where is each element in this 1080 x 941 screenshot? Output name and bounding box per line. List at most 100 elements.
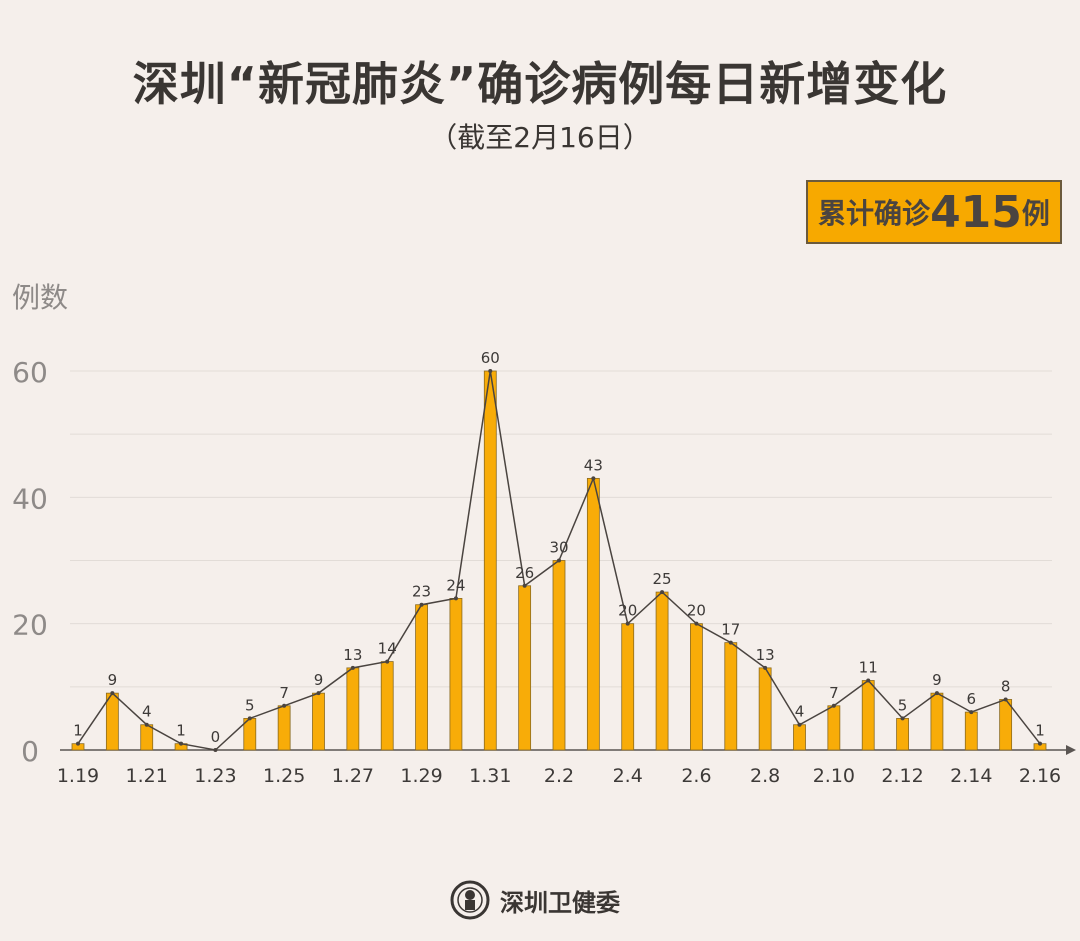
bar xyxy=(105,692,119,751)
badge-number: 415 xyxy=(930,186,1022,238)
line-point xyxy=(728,640,733,645)
bar xyxy=(827,705,841,751)
line-point xyxy=(488,369,493,373)
data-label: 23 xyxy=(412,583,431,601)
x-tick-label: 1.23 xyxy=(194,765,236,787)
y-axis-label: 例数 xyxy=(12,281,69,314)
bar xyxy=(140,724,154,751)
data-label: 6 xyxy=(967,690,977,708)
bar xyxy=(724,642,738,751)
line-point xyxy=(694,621,699,626)
data-label: 13 xyxy=(343,646,362,664)
data-label: 30 xyxy=(549,539,568,557)
data-label: 20 xyxy=(618,602,637,620)
x-tick-label: 1.21 xyxy=(126,765,168,787)
bar xyxy=(999,699,1013,751)
line-point xyxy=(763,665,768,670)
x-tick-label: 1.25 xyxy=(263,765,305,787)
line-point xyxy=(179,741,184,746)
data-label: 11 xyxy=(859,659,878,677)
data-label: 1 xyxy=(73,722,83,740)
line-point xyxy=(1038,741,1042,746)
bar xyxy=(690,623,703,751)
line-point xyxy=(110,691,115,696)
line-point xyxy=(316,691,321,696)
x-tick-label: 2.12 xyxy=(881,765,923,787)
bar xyxy=(655,591,669,751)
x-tick-label: 1.29 xyxy=(400,765,442,787)
line-point xyxy=(557,558,561,563)
x-tick-label: 2.4 xyxy=(613,765,643,787)
bar xyxy=(586,477,600,751)
bar xyxy=(861,680,875,751)
data-label: 43 xyxy=(584,456,603,474)
line-point xyxy=(282,703,287,708)
x-tick-label: 2.16 xyxy=(1019,765,1061,787)
badge-prefix: 累计确诊 xyxy=(818,197,931,230)
x-tick-label: 2.6 xyxy=(681,765,711,787)
data-label: 7 xyxy=(829,684,839,702)
x-tick-label: 1.27 xyxy=(332,765,374,787)
bar xyxy=(312,692,325,751)
line-point xyxy=(591,476,596,481)
bar xyxy=(552,560,566,751)
y-tick-label: 60 xyxy=(12,356,48,389)
x-tick-label: 2.2 xyxy=(544,765,574,787)
data-label: 13 xyxy=(756,646,775,664)
line-point xyxy=(453,596,458,601)
total-badge: 累计确诊 415 例 xyxy=(806,180,1062,244)
data-label: 60 xyxy=(481,349,500,367)
logo-icon xyxy=(450,880,490,920)
data-label: 17 xyxy=(721,621,740,639)
bar xyxy=(277,705,291,751)
bar xyxy=(380,661,394,751)
bar xyxy=(793,724,806,751)
line-point xyxy=(1003,697,1008,702)
x-axis-arrow-icon xyxy=(1066,745,1076,755)
data-label: 7 xyxy=(279,684,289,702)
y-tick-label: 20 xyxy=(12,609,48,642)
bar xyxy=(346,667,360,751)
line-point xyxy=(522,583,527,588)
line-point xyxy=(831,703,836,708)
x-tick-label: 2.8 xyxy=(750,765,780,787)
data-label: 5 xyxy=(245,696,255,714)
line-point xyxy=(934,691,939,696)
data-label: 5 xyxy=(898,696,908,714)
bar xyxy=(518,585,532,751)
line-point xyxy=(385,659,390,664)
data-label: 20 xyxy=(687,602,706,620)
badge-suffix: 例 xyxy=(1021,197,1050,230)
line-point xyxy=(969,710,974,715)
bar xyxy=(930,692,944,751)
bar xyxy=(449,598,463,751)
y-tick-label: 40 xyxy=(12,482,48,515)
data-label: 9 xyxy=(932,671,942,689)
x-tick-label: 1.31 xyxy=(469,765,511,787)
x-tick-label: 1.19 xyxy=(57,765,99,787)
bar xyxy=(621,623,635,751)
bar xyxy=(415,604,428,751)
line-point xyxy=(213,748,218,752)
data-label: 1 xyxy=(1035,722,1045,740)
line-point xyxy=(419,602,424,607)
data-label: 8 xyxy=(1001,677,1011,695)
line-point xyxy=(625,621,630,626)
bar xyxy=(896,718,909,751)
page-subtitle: （截至2月16日） xyxy=(429,121,651,154)
line-point xyxy=(247,716,252,721)
line-point xyxy=(866,678,871,683)
data-label: 0 xyxy=(211,728,221,746)
line-point xyxy=(900,716,905,721)
x-tick-label: 2.14 xyxy=(950,765,992,787)
line-point xyxy=(76,741,80,746)
page-title: 深圳“新冠肺炎”确诊病例每日新增变化 xyxy=(132,57,948,111)
data-label: 4 xyxy=(795,703,805,721)
line-point xyxy=(797,722,802,727)
data-label: 9 xyxy=(314,671,324,689)
footer: 深圳卫健委 xyxy=(450,880,620,920)
data-label: 14 xyxy=(378,640,397,658)
y-tick-label: 0 xyxy=(21,735,39,768)
x-tick-label: 2.10 xyxy=(813,765,855,787)
